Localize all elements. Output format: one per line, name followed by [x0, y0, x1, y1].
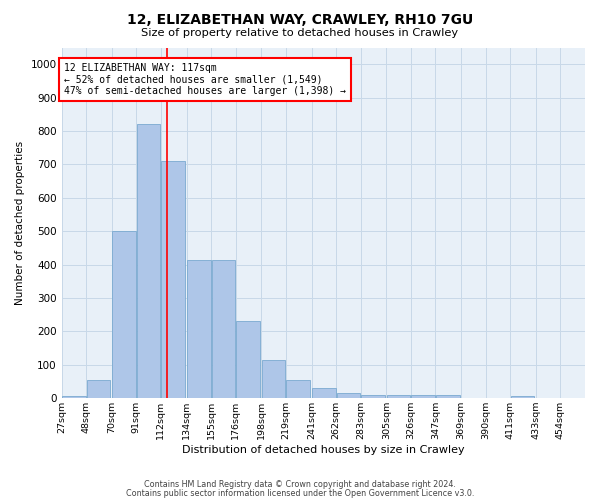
Bar	[387, 395, 410, 398]
Bar	[262, 360, 286, 398]
Bar	[286, 380, 310, 398]
Bar	[312, 388, 335, 398]
Bar	[112, 231, 136, 398]
X-axis label: Distribution of detached houses by size in Crawley: Distribution of detached houses by size …	[182, 445, 464, 455]
Bar	[187, 260, 211, 398]
Bar	[436, 395, 460, 398]
Text: Size of property relative to detached houses in Crawley: Size of property relative to detached ho…	[142, 28, 458, 38]
Text: Contains HM Land Registry data © Crown copyright and database right 2024.: Contains HM Land Registry data © Crown c…	[144, 480, 456, 489]
Bar	[511, 396, 534, 398]
Text: 12, ELIZABETHAN WAY, CRAWLEY, RH10 7GU: 12, ELIZABETHAN WAY, CRAWLEY, RH10 7GU	[127, 12, 473, 26]
Bar	[86, 380, 110, 398]
Bar	[62, 396, 86, 398]
Bar	[337, 393, 360, 398]
Text: Contains public sector information licensed under the Open Government Licence v3: Contains public sector information licen…	[126, 489, 474, 498]
Text: 12 ELIZABETHAN WAY: 117sqm
← 52% of detached houses are smaller (1,549)
47% of s: 12 ELIZABETHAN WAY: 117sqm ← 52% of deta…	[64, 62, 346, 96]
Bar	[361, 395, 385, 398]
Bar	[212, 260, 235, 398]
Bar	[236, 322, 260, 398]
Bar	[161, 161, 185, 398]
Bar	[137, 124, 160, 398]
Y-axis label: Number of detached properties: Number of detached properties	[15, 141, 25, 305]
Bar	[412, 395, 435, 398]
